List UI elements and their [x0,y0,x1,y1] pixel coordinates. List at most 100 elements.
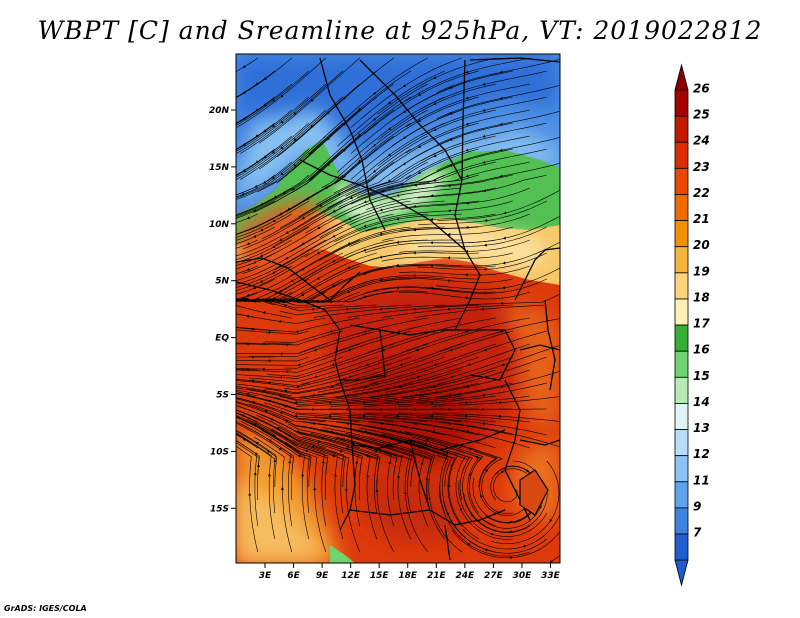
streamline-arrow [379,232,383,236]
streamline-arrow [482,108,486,112]
streamline-arrow [344,487,348,491]
streamline-arrow [480,494,483,498]
streamline-arrow [253,234,257,238]
colorbar-label: 17 [693,317,710,331]
streamline-arrow [386,441,390,445]
streamline-arrow [423,442,427,446]
streamline-arrow [502,261,506,265]
streamline-arrow [262,311,266,315]
streamline-arrow [326,137,330,141]
country-border [444,524,451,561]
streamline-arrow [271,124,276,128]
streamline-arrow [330,385,334,389]
streamline-arrow [311,445,315,449]
streamline [236,213,292,241]
streamline-arrow [465,225,469,229]
streamline-arrow [310,98,314,102]
streamline-arrow [331,454,335,458]
lat-tick-label: 5S [216,391,229,401]
streamline-arrow [253,260,257,264]
streamline-arrow [417,171,422,174]
streamline-arrow [448,393,452,397]
streamline-arrow [278,289,282,293]
streamline-arrow [282,191,286,195]
streamline-arrow [482,393,486,397]
streamline-arrow [500,385,504,389]
streamline-arrow [255,108,259,112]
streamline-arrow [430,217,433,221]
streamline-arrow [263,155,267,159]
streamline-arrow [310,124,314,128]
streamline-arrow [482,160,486,164]
streamline-arrow [363,224,367,228]
streamline [236,265,292,291]
streamline-arrow [263,129,267,133]
country-border [236,257,361,301]
streamline-arrow [467,472,471,476]
streamline-arrow [402,162,406,165]
country-border [469,57,560,63]
streamline-arrow [332,259,336,263]
colorbar-label: 12 [693,447,710,461]
streamline-arrow [278,447,282,451]
streamline-arrow [347,348,351,352]
streamline-arrow [417,93,422,96]
streamline-arrow [348,375,352,379]
streamline-arrow [502,286,506,290]
coldest-core [236,54,560,160]
colorbar-max-arrow [674,63,689,91]
streamline-arrow [490,532,494,536]
colorbar-swatch [674,115,689,143]
streamline-arrow [499,122,503,126]
streamline-arrow [387,127,392,131]
streamline [236,429,276,462]
streamline [236,200,343,257]
streamline-arrow [373,169,377,173]
streamline-arrow [260,228,264,232]
streamline-arrow [263,77,267,81]
streamline-arrow [242,143,246,146]
streamline-arrow [503,211,507,215]
streamline-arrow [279,411,283,415]
streamline-arrow [293,111,297,115]
streamline-arrow [329,329,333,333]
streamline-arrow [332,209,336,213]
latitude-axis: 20N 15N 10N 5N EQ 5S 10S 15S [209,106,236,514]
streamline-arrow [297,363,301,366]
streamline-arrow [259,279,263,283]
streamline-arrow [450,375,454,379]
colorbar-swatch [674,272,689,300]
streamline-arrow [321,460,325,464]
lon-tick-label: 24E [456,571,476,581]
country-border [339,444,356,531]
streamline-arrow [480,407,484,411]
streamline-arrow [278,394,282,398]
colorbar-swatch [674,533,689,561]
colorbar-label: 21 [693,212,710,226]
streamline-arrow [278,320,282,324]
streamline-arrow [280,120,284,124]
streamline [236,83,258,99]
streamline-arrow [373,143,377,147]
country-border [236,281,341,381]
streamline-arrow [430,286,433,290]
streamline [236,382,343,394]
streamline-arrow [293,137,297,141]
colorbar-label: 23 [693,160,710,174]
streamline-arrow [267,381,271,385]
country-border [544,299,556,391]
streamline-arrow [482,134,486,138]
grads-credit: GrADS: IGES/COLA [4,604,87,613]
streamline [236,161,258,177]
streamline-arrow [271,98,276,102]
streamline-arrow [301,473,305,477]
colorbar: 26 25 24 23 22 21 20 19 18 17 16 15 14 13 12 11 9 7 [674,63,710,587]
streamline [236,433,258,449]
streamline-arrow [433,102,437,105]
pale-yellow-band [400,225,545,265]
streamline-arrow [301,242,305,245]
streamline-arrow [373,450,378,453]
streamline-arrow [284,389,288,393]
streamline-arrow [509,556,512,560]
streamline-arrow [365,363,369,366]
